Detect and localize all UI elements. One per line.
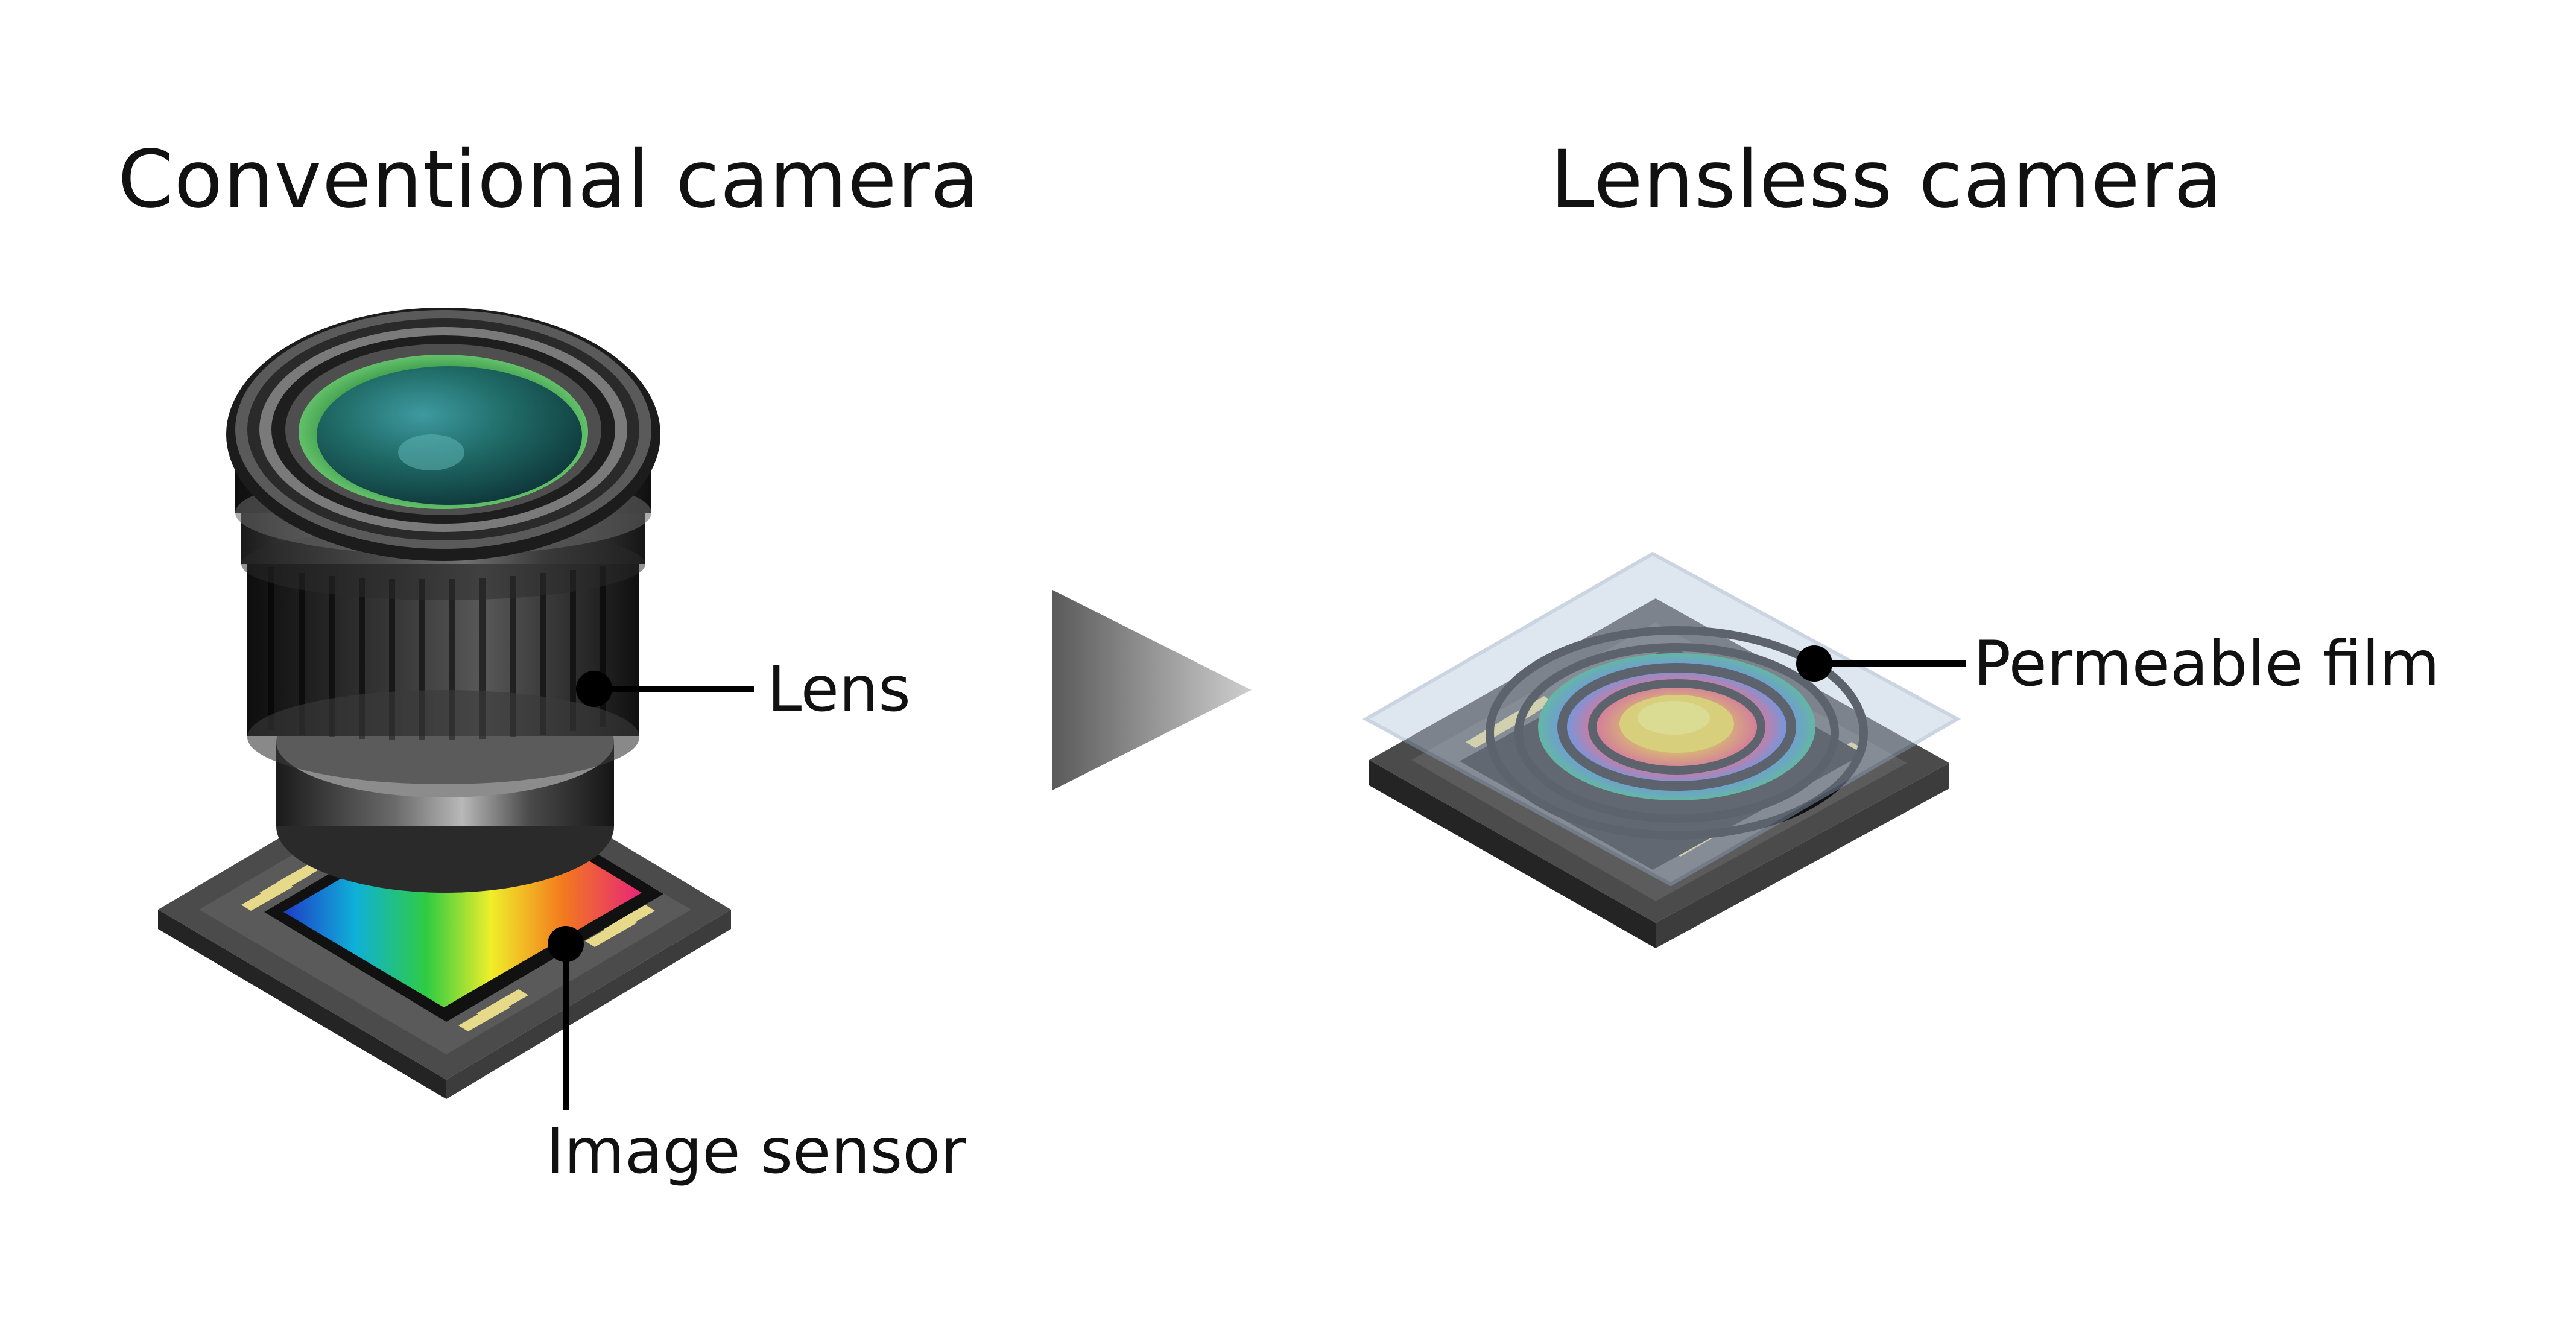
lensless-sensor-chip-icon	[1362, 551, 1961, 948]
lens-label: Lens	[767, 653, 911, 726]
image-sensor-label: Image sensor	[546, 1115, 966, 1188]
permeable-film-label: Permeable film	[1973, 628, 2440, 700]
lensless-camera-heading: Lensless camera	[1550, 133, 2223, 226]
camera-lens-icon	[226, 308, 660, 893]
right-triangle-arrow-icon	[1052, 590, 1252, 790]
conventional-camera-heading: Conventional camera	[118, 133, 980, 226]
